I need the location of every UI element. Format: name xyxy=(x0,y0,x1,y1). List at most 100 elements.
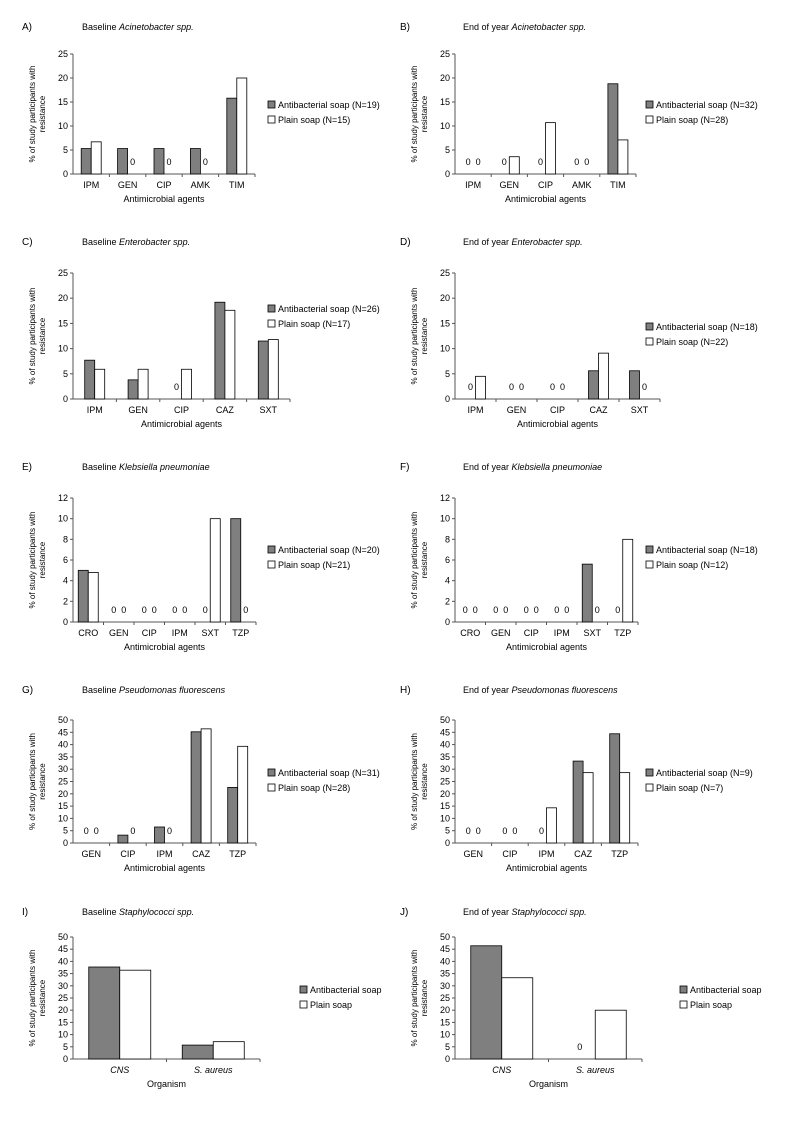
legend-label-antibacterial: Antibacterial soap (N=31) xyxy=(278,768,380,778)
x-tick-label: S. aureus xyxy=(576,1065,615,1075)
legend-swatch-antibacterial xyxy=(679,985,688,994)
legend-label-plain: Plain soap (N=21) xyxy=(278,560,350,570)
x-axis-title: Antimicrobial agents xyxy=(124,642,206,652)
y-tick-label: 50 xyxy=(440,715,450,725)
x-tick-label: IPM xyxy=(465,180,481,190)
zero-data-label: 0 xyxy=(560,382,565,392)
legend-swatch-plain xyxy=(299,1000,308,1009)
y-tick-label: 12 xyxy=(440,493,450,503)
y-tick-label: 10 xyxy=(58,344,68,354)
zero-data-label: 0 xyxy=(473,605,478,615)
y-tick-label: 5 xyxy=(445,145,450,155)
zero-data-label: 0 xyxy=(550,382,555,392)
x-tick-label: IPM xyxy=(156,849,172,859)
bar-plain xyxy=(622,538,634,623)
zero-data-label: 0 xyxy=(466,826,471,836)
zero-data-label: 0 xyxy=(574,157,579,167)
x-tick-label: S. aureus xyxy=(194,1065,233,1075)
x-tick-label: CNS xyxy=(110,1065,129,1075)
y-tick-label: 50 xyxy=(58,932,68,942)
legend-label-plain: Plain soap (N=28) xyxy=(278,783,350,793)
y-axis-label: % of study participants with resistance xyxy=(28,288,47,385)
x-tick-label: IPM xyxy=(554,628,570,638)
chart-panel-5: E) Baseline Klebsiella pneumoniae % of stu… xyxy=(22,462,380,652)
y-axis-label: % of study participants with resistance xyxy=(28,512,47,609)
y-tick-label: 30 xyxy=(440,764,450,774)
bar-antibacterial xyxy=(189,148,201,175)
legend-label-antibacterial: Antibacterial soap xyxy=(690,985,762,995)
y-tick-label: 10 xyxy=(440,514,450,524)
y-axis-label-line1: % of study participants with xyxy=(28,66,37,163)
y-tick-label: 0 xyxy=(63,838,68,848)
x-tick-label: CNS xyxy=(492,1065,511,1075)
chart-title: End of year Pseudomonas fluorescens xyxy=(463,685,618,695)
y-axis-label-line1: % of study participants with xyxy=(410,512,419,609)
y-axis-label: % of study participants with resistance xyxy=(410,733,429,830)
x-tick-label: TZP xyxy=(611,849,628,859)
panel-label: J) xyxy=(400,907,408,918)
x-axis-title: Antimicrobial agents xyxy=(505,194,587,204)
y-tick-label: 40 xyxy=(58,740,68,750)
bar-antibacterial xyxy=(84,359,96,400)
zero-data-label: 0 xyxy=(493,605,498,615)
y-axis-label-line1: % of study participants with xyxy=(410,66,419,163)
y-tick-label: 20 xyxy=(58,73,68,83)
bar-antibacterial xyxy=(257,340,269,400)
y-tick-label: 25 xyxy=(58,993,68,1003)
bar-antibacterial xyxy=(77,569,89,623)
x-axis-title: Antimicrobial agents xyxy=(124,863,206,873)
x-tick-label: IPM xyxy=(467,405,483,415)
bar-antibacterial xyxy=(588,370,599,400)
bar-plain xyxy=(545,122,556,175)
chart-title: Baseline Acinetobacter spp. xyxy=(82,22,194,32)
y-tick-label: 15 xyxy=(58,318,68,328)
chart-panel-4: D) End of year Enterobacter spp. % of stud… xyxy=(400,237,758,429)
legend-swatch-plain xyxy=(645,337,654,346)
y-tick-label: 25 xyxy=(58,777,68,787)
x-tick-label: GEN xyxy=(109,628,129,638)
y-tick-label: 0 xyxy=(63,617,68,627)
y-tick-label: 5 xyxy=(445,1042,450,1052)
zero-data-label: 0 xyxy=(642,382,647,392)
y-tick-label: 35 xyxy=(440,969,450,979)
y-tick-label: 40 xyxy=(58,956,68,966)
y-axis-label-line1: % of study participants with xyxy=(410,288,419,385)
y-tick-label: 4 xyxy=(445,576,450,586)
legend-swatch-plain xyxy=(645,560,654,569)
chart-panel-9: I) Baseline Staphylococci spp. % of study … xyxy=(22,907,382,1089)
bar-antibacterial xyxy=(153,148,165,175)
bar-antibacterial xyxy=(154,826,165,844)
legend-label-antibacterial: Antibacterial soap (N=20) xyxy=(278,545,380,555)
legend-swatch-antibacterial xyxy=(267,768,276,777)
x-tick-label: CIP xyxy=(538,180,553,190)
y-tick-label: 15 xyxy=(440,97,450,107)
y-axis-label: % of study participants with resistance xyxy=(410,288,429,385)
y-tick-label: 20 xyxy=(58,293,68,303)
legend-swatch-antibacterial xyxy=(645,100,654,109)
chart-panel-8: H) End of year Pseudomonas fluorescens % o… xyxy=(400,685,753,873)
legend-label-antibacterial: Antibacterial soap xyxy=(310,985,382,995)
y-axis-label: % of study participants with resistance xyxy=(410,950,429,1047)
chart-title: End of year Klebsiella pneumoniae xyxy=(463,462,602,472)
zero-data-label: 0 xyxy=(519,382,524,392)
legend-swatch-plain xyxy=(267,319,276,328)
chart-title: Baseline Pseudomonas fluorescens xyxy=(82,685,226,695)
x-axis-title: Antimicrobial agents xyxy=(123,194,205,204)
x-tick-label: TZP xyxy=(232,628,249,638)
y-tick-label: 20 xyxy=(58,1005,68,1015)
zero-data-label: 0 xyxy=(539,826,544,836)
chart-panel-6: F) End of year Klebsiella pneumoniae % of … xyxy=(400,462,758,652)
y-axis-label-line1: % of study participants with xyxy=(410,733,419,830)
y-tick-label: 10 xyxy=(440,344,450,354)
legend-label-plain: Plain soap (N=28) xyxy=(656,115,728,125)
x-tick-label: CAZ xyxy=(216,405,235,415)
y-tick-label: 10 xyxy=(58,121,68,131)
zero-data-label: 0 xyxy=(463,605,468,615)
x-tick-label: GEN xyxy=(128,405,148,415)
bar-antibacterial xyxy=(127,379,139,400)
y-tick-label: 2 xyxy=(445,596,450,606)
legend-swatch-antibacterial xyxy=(645,545,654,554)
x-tick-label: GEN xyxy=(500,180,520,190)
bar-plain xyxy=(617,139,629,175)
